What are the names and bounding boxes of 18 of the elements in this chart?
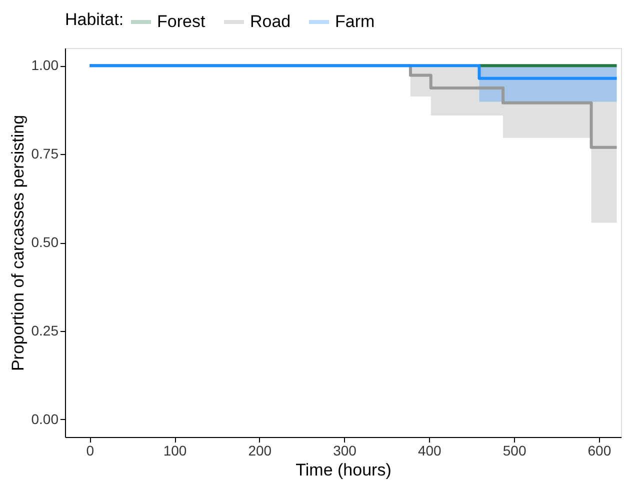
x-tick-label: 400	[418, 442, 442, 458]
x-tick-label: 500	[502, 442, 526, 458]
x-tick-label: 100	[163, 442, 187, 458]
x-tick-label: 300	[333, 442, 357, 458]
legend-label: Farm	[335, 12, 375, 31]
x-axis-title: Time (hours)	[296, 460, 392, 480]
y-tick-label: 1.00	[31, 57, 59, 74]
x-tick-label: 600	[588, 442, 612, 458]
legend-label: Road	[250, 12, 291, 31]
x-tick-label: 0	[86, 442, 94, 458]
x-tick-label: 200	[248, 442, 272, 458]
y-tick-label: 0.00	[31, 410, 59, 427]
y-tick-label: 0.25	[31, 322, 59, 338]
legend-title: Habitat:	[65, 10, 124, 29]
y-tick-label: 0.75	[31, 146, 59, 162]
y-tick-label: 0.50	[31, 234, 59, 250]
legend-label: Forest	[157, 12, 206, 31]
y-axis-title: Proportion of carcasses persisting	[8, 114, 28, 372]
